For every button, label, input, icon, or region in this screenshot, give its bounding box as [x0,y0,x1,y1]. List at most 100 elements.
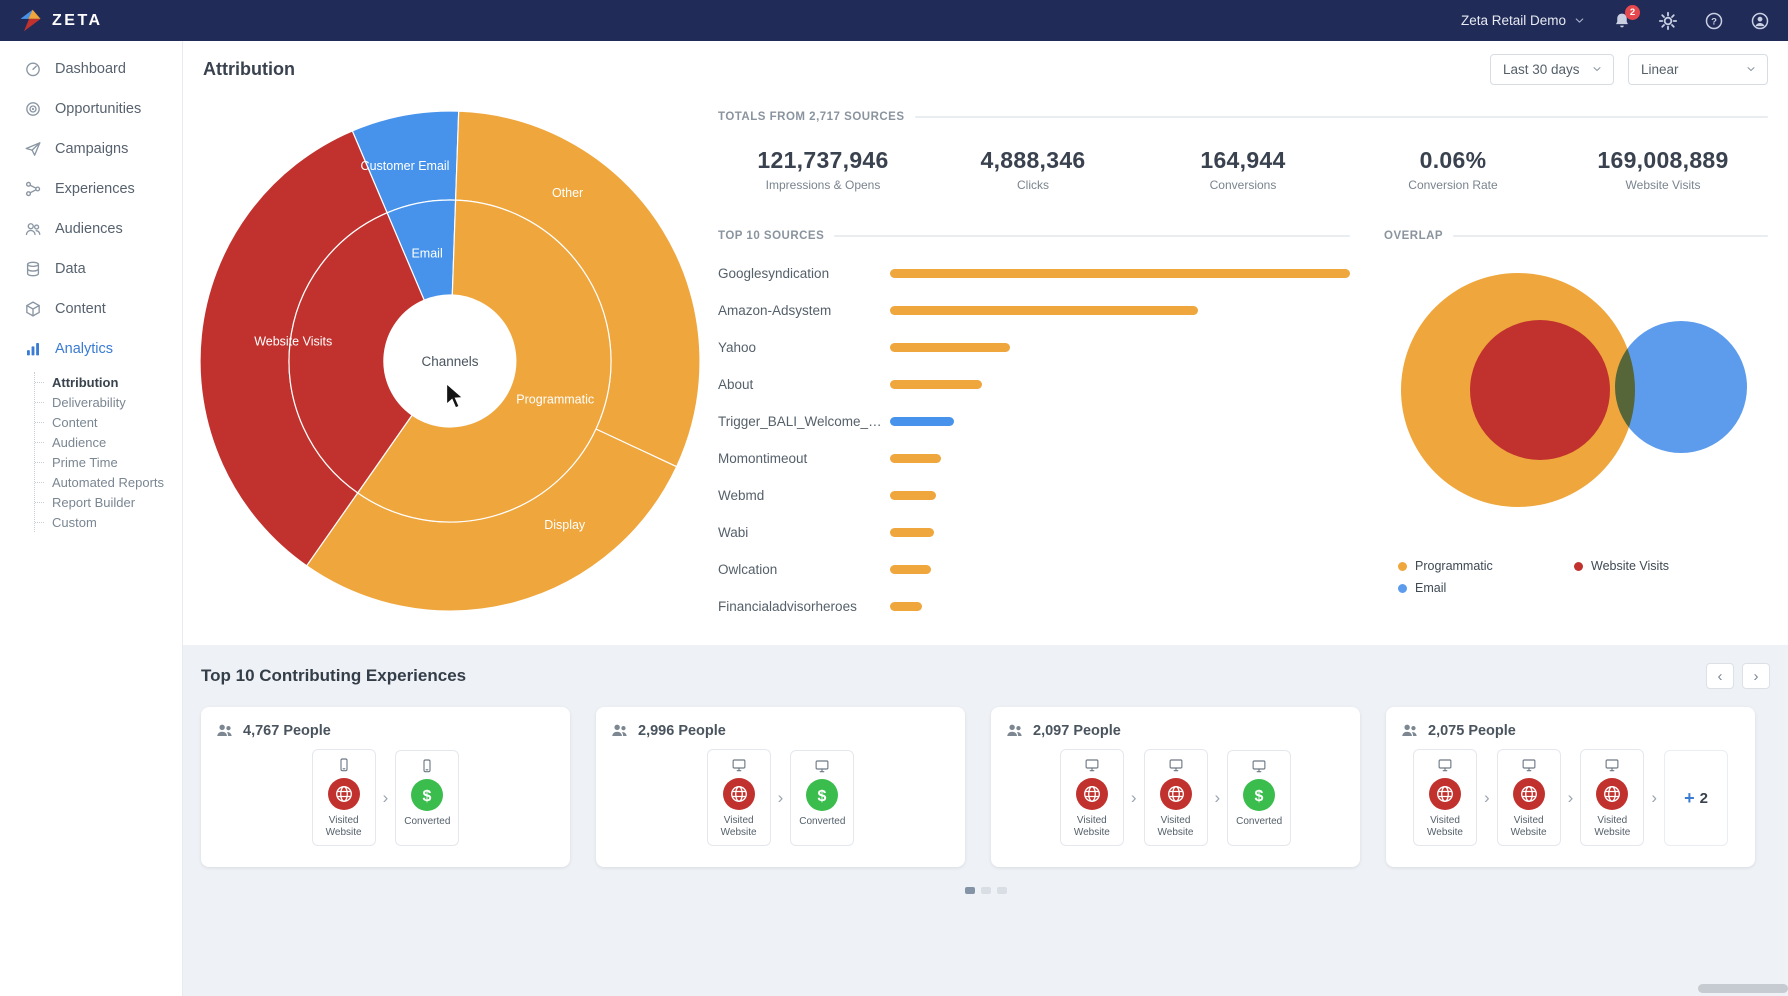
sidebar-item-audiences[interactable]: Audiences [0,209,182,249]
sidebar-item-dashboard[interactable]: Dashboard [0,49,182,89]
experience-step-website[interactable]: Visited Website [707,749,771,846]
sidebar-subitem-content[interactable]: Content [35,412,182,432]
experience-step-website[interactable]: Visited Website [312,749,376,846]
sidebar-subitem-custom[interactable]: Custom [35,512,182,532]
legend-label: Email [1415,581,1446,595]
sunburst-label: Customer Email [361,159,450,173]
account-name: Zeta Retail Demo [1461,13,1566,28]
stat-label: Impressions & Opens [718,178,928,192]
people-count: 2,075 People [1428,723,1516,739]
sidebar-subitem-deliverability[interactable]: Deliverability [35,392,182,412]
sidebar-item-campaigns[interactable]: Campaigns [0,129,182,169]
source-row[interactable]: About [718,366,1350,403]
people-icon [610,721,629,740]
profile-button[interactable] [1750,11,1770,31]
experience-step-website[interactable]: Visited Website [1060,749,1124,846]
experience-step-website[interactable]: Visited Website [1497,749,1561,846]
carousel-dot[interactable] [965,887,975,894]
divider [1453,235,1768,237]
date-range-select[interactable]: Last 30 days [1490,54,1614,85]
sidebar-item-content[interactable]: Content [0,289,182,329]
carousel-next-button[interactable]: › [1742,663,1770,689]
experience-card[interactable]: 2,075 People Visited Website › Visited Webs… [1386,707,1755,867]
experience-card[interactable]: 4,767 PeopleVisited Website›$Converted [201,707,570,867]
more-steps-chip[interactable]: +2 [1664,750,1728,846]
experience-step-website[interactable]: Visited Website [1144,749,1208,846]
carousel-prev-button[interactable]: ‹ [1706,663,1734,689]
sidebar-item-label: Content [55,301,106,317]
sidebar-item-data[interactable]: Data [0,249,182,289]
venn-set-website-visits[interactable] [1470,320,1610,460]
source-row[interactable]: Googlesyndication [718,255,1350,292]
box-icon [24,300,42,318]
sidebar-item-analytics[interactable]: Analytics [0,329,182,369]
sidebar-subitem-prime-time[interactable]: Prime Time [35,452,182,472]
legend-dot [1398,562,1407,571]
sidebar-item-experiences[interactable]: Experiences [0,169,182,209]
notifications-button[interactable]: 2 [1612,11,1632,31]
source-row[interactable]: Trigger_BALI_Welcome_T... [718,403,1350,440]
venn-diagram[interactable] [1384,255,1768,555]
horizontal-scrollbar-thumb[interactable] [1698,984,1788,993]
carousel-dot[interactable] [981,887,991,894]
experience-step-website[interactable]: Visited Website [1413,749,1477,846]
experience-card[interactable]: 2,097 PeopleVisited Website›Visited Webs… [991,707,1360,867]
carousel-dot[interactable] [997,887,1007,894]
source-bar-track [890,417,1350,426]
account-switcher[interactable]: Zeta Retail Demo [1461,13,1586,28]
globe-icon [1513,778,1545,810]
sidebar-subitem-attribution[interactable]: Attribution [35,372,182,392]
stat-label: Conversions [1138,178,1348,192]
source-label: About [718,377,890,392]
target-icon [24,100,42,118]
chevron-down-icon [1745,63,1757,75]
source-row[interactable]: Financialadvisorheroes [718,588,1350,625]
stat-value: 164,944 [1138,147,1348,174]
chevron-down-icon [1591,63,1603,75]
legend-label: Website Visits [1591,559,1669,573]
experience-step-converted[interactable]: $Converted [790,750,854,846]
sunburst-label: Website Visits [254,335,332,349]
sidebar-subitem-audience[interactable]: Audience [35,432,182,452]
source-row[interactable]: Momontimeout [718,440,1350,477]
experience-step-converted[interactable]: $Converted [395,750,459,846]
source-label: Trigger_BALI_Welcome_T... [718,414,890,429]
legend-label: Programmatic [1415,559,1493,573]
desktop-icon [1084,757,1100,773]
source-row[interactable]: Wabi [718,514,1350,551]
settings-button[interactable] [1658,11,1678,31]
sidebar-item-opportunities[interactable]: Opportunities [0,89,182,129]
sidebar-subitem-automated-reports[interactable]: Automated Reports [35,472,182,492]
desktop-icon [1251,758,1267,774]
sidebar-subitem-report-builder[interactable]: Report Builder [35,492,182,512]
channels-sunburst-chart[interactable]: ChannelsCustomer EmailOtherEmailProgramm… [183,97,718,645]
source-row[interactable]: Yahoo [718,329,1350,366]
dollar-icon: $ [1243,779,1275,811]
globe-icon [1160,778,1192,810]
zeta-logo[interactable]: ZETA [18,8,103,33]
source-row[interactable]: Webmd [718,477,1350,514]
venn-set-email[interactable] [1615,321,1747,453]
chevron-right-icon: › [1215,788,1221,808]
chevron-right-icon: › [1484,788,1490,808]
experience-steps: Visited Website›$Converted [610,749,951,846]
sidebar-item-label: Dashboard [55,61,126,77]
carousel-pagination [201,887,1770,894]
help-button[interactable]: ? [1704,11,1724,31]
source-row[interactable]: Owlcation [718,551,1350,588]
experience-step-website[interactable]: Visited Website [1580,749,1644,846]
desktop-icon [1437,757,1453,773]
experience-card[interactable]: 2,996 PeopleVisited Website›$Converted [596,707,965,867]
source-row[interactable]: Amazon-Adsystem [718,292,1350,329]
experience-step-converted[interactable]: $Converted [1227,750,1291,846]
people-count: 4,767 People [243,723,331,739]
source-bar [890,269,1350,278]
attribution-model-select[interactable]: Linear [1628,54,1768,85]
globe-icon [1429,778,1461,810]
overlap-heading: OVERLAP [1384,230,1443,242]
chevron-right-icon: › [1568,788,1574,808]
paper-plane-icon [24,140,42,158]
stat-label: Conversion Rate [1348,178,1558,192]
chevron-down-icon [1573,14,1586,27]
source-bar [890,417,954,426]
